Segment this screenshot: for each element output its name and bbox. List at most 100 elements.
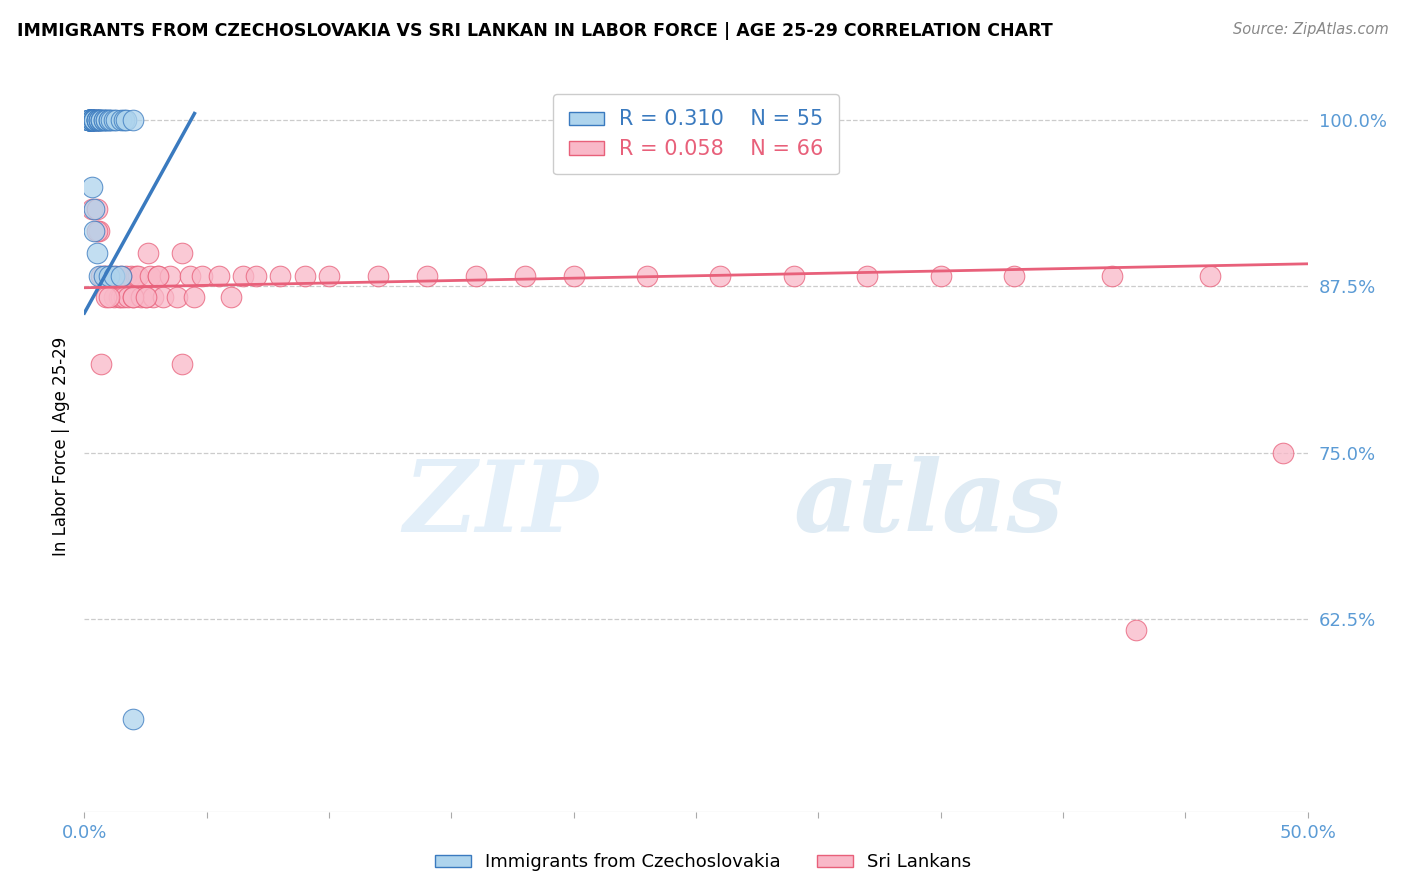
Point	[318, 268, 340, 283]
Point	[152, 290, 174, 304]
Point	[93, 113, 115, 128]
Point	[97, 113, 120, 128]
Point	[97, 290, 120, 304]
Point	[122, 290, 145, 304]
Point	[122, 113, 145, 128]
Point	[93, 113, 115, 128]
Point	[105, 113, 128, 128]
Point	[83, 113, 105, 128]
Point	[172, 246, 194, 260]
Point	[80, 113, 103, 128]
Point	[127, 268, 149, 283]
Point	[112, 290, 135, 304]
Point	[77, 113, 100, 128]
Point	[90, 268, 112, 283]
Point	[90, 113, 112, 128]
Point	[110, 268, 132, 283]
Point	[80, 113, 103, 128]
Point	[1002, 268, 1025, 283]
Point	[77, 113, 100, 128]
Point	[83, 113, 105, 128]
Point	[416, 268, 439, 283]
Point	[90, 113, 112, 128]
Point	[464, 268, 486, 283]
Point	[86, 113, 108, 128]
Point	[90, 357, 112, 371]
Point	[86, 113, 108, 128]
Point	[783, 268, 806, 283]
Point	[136, 246, 159, 260]
Point	[80, 113, 103, 128]
Point	[856, 268, 879, 283]
Point	[96, 113, 118, 128]
Point	[87, 113, 110, 128]
Point	[100, 268, 122, 283]
Point	[110, 290, 132, 304]
Point	[77, 113, 100, 128]
Point	[86, 113, 108, 128]
Point	[86, 202, 108, 217]
Point	[86, 246, 108, 260]
Point	[219, 290, 242, 304]
Point	[103, 290, 125, 304]
Point	[135, 290, 157, 304]
Point	[115, 113, 138, 128]
Point	[135, 290, 157, 304]
Point	[83, 113, 105, 128]
Point	[122, 290, 145, 304]
Point	[122, 712, 145, 726]
Point	[77, 113, 100, 128]
Point	[1198, 268, 1220, 283]
Text: atlas: atlas	[794, 457, 1064, 553]
Point	[97, 268, 120, 283]
Point	[117, 290, 139, 304]
Point	[83, 113, 105, 128]
Point	[83, 113, 105, 128]
Point	[87, 223, 110, 237]
Point	[97, 113, 120, 128]
Point	[110, 113, 132, 128]
Point	[96, 268, 118, 283]
Point	[269, 268, 291, 283]
Point	[103, 268, 125, 283]
Point	[80, 202, 103, 217]
Point	[179, 268, 201, 283]
Point	[93, 268, 115, 283]
Point	[80, 113, 103, 128]
Legend: R = 0.310    N = 55, R = 0.058    N = 66: R = 0.310 N = 55, R = 0.058 N = 66	[553, 94, 839, 175]
Point	[110, 268, 132, 283]
Point	[96, 290, 118, 304]
Text: IMMIGRANTS FROM CZECHOSLOVAKIA VS SRI LANKAN IN LABOR FORCE | AGE 25-29 CORRELAT: IMMIGRANTS FROM CZECHOSLOVAKIA VS SRI LA…	[17, 22, 1053, 40]
Point	[93, 268, 115, 283]
Point	[112, 113, 135, 128]
Point	[83, 223, 105, 237]
Point	[1272, 445, 1295, 459]
Point	[103, 113, 125, 128]
Point	[96, 113, 118, 128]
Point	[107, 290, 129, 304]
Point	[139, 268, 162, 283]
Point	[87, 113, 110, 128]
Point	[80, 113, 103, 128]
Point	[100, 113, 122, 128]
Point	[245, 268, 267, 283]
Point	[105, 268, 128, 283]
Point	[146, 268, 169, 283]
Point	[77, 113, 100, 128]
Point	[77, 113, 100, 128]
Point	[125, 268, 148, 283]
Point	[232, 268, 254, 283]
Point	[80, 113, 103, 128]
Text: Source: ZipAtlas.com: Source: ZipAtlas.com	[1233, 22, 1389, 37]
Point	[1101, 268, 1123, 283]
Point	[172, 357, 194, 371]
Point	[86, 223, 108, 237]
Point	[191, 268, 214, 283]
Point	[87, 113, 110, 128]
Point	[90, 113, 112, 128]
Point	[159, 268, 181, 283]
Point	[77, 113, 100, 128]
Point	[83, 113, 105, 128]
Text: ZIP: ZIP	[404, 457, 598, 553]
Point	[929, 268, 952, 283]
